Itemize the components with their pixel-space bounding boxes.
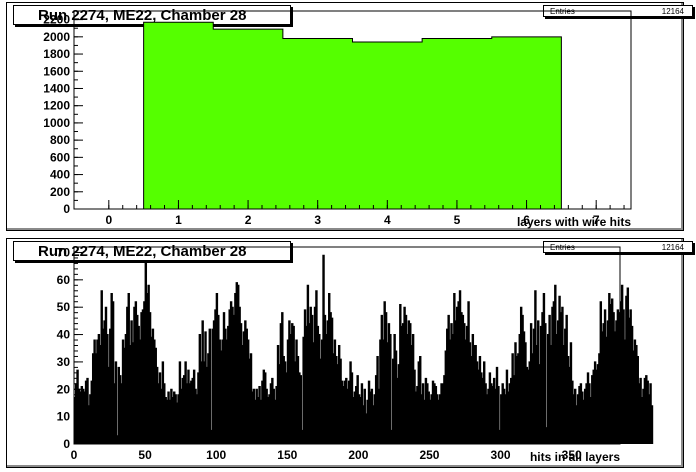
histogram-outline-1 [143,21,562,209]
stats-entries-value-2: 12164 [661,243,684,252]
x-tick-label-2: 150 [277,448,297,462]
y-tick-label-1: 200 [50,185,70,199]
y-tick-label-1: 1400 [43,81,70,95]
y-tick-label-1: 400 [50,168,70,182]
x-tick-label-1: 6 [523,213,530,227]
histogram-panel-hits: Run 2274, ME22, Chamber 28 Entries 12164… [6,238,693,468]
x-tick-label-2: 350 [562,448,582,462]
stats-entries-value-1: 12164 [661,7,684,16]
plot-frame-1 [73,10,632,210]
histogram-panel-layers: Run 2274, ME22, Chamber 28 Entries 12164… [6,2,693,231]
x-tick-label-1: 5 [454,213,461,227]
y-tick-label-2: 20 [57,382,71,396]
y-tick-label-1: 1200 [43,99,70,113]
x-tick-label-1: 0 [105,213,112,227]
x-tick-label-2: 200 [348,448,368,462]
x-tick-label-1: 2 [245,213,252,227]
x-tick-label-2: 0 [71,448,78,462]
y-tick-label-1: 2000 [43,30,70,44]
y-tick-label-2: 40 [57,328,71,342]
x-tick-label-1: 1 [175,213,182,227]
histogram-plot-hits: 0 10 20 30 40 50 60 70 0 50 100 150 200 250 300 350hits… [57,245,654,464]
x-tick-label-1: 3 [314,213,321,227]
y-tick-label-2: 10 [57,410,71,424]
y-tick-label-1: 0 [63,202,70,216]
histogram-fill-1 [143,22,562,209]
x-axis-title-1: layers with wire hits [517,215,631,229]
histogram-outline-2 [73,254,654,444]
y-tick-label-1: 600 [50,150,70,164]
x-tick-label-2: 50 [138,448,152,462]
x-tick-label-2: 250 [419,448,439,462]
y-tick-label-2: 60 [57,273,71,287]
y-tick-label-1: 2200 [43,13,70,27]
y-tick-label-2: 0 [63,437,70,451]
y-tick-label-2: 70 [57,245,71,259]
y-tick-label-2: 50 [57,300,71,314]
x-tick-label-1: 4 [384,213,391,227]
y-tick-label-1: 1000 [43,116,70,130]
histogram-fill-2 [74,255,653,444]
y-tick-label-1: 800 [50,133,70,147]
x-tick-label-1: 7 [593,213,600,227]
y-tick-label-2: 30 [57,355,71,369]
y-tick-label-1: 1800 [43,47,70,61]
histogram-plot-layers: 0 200 400 600 800 1000 1200 1400 1600 1800 2000 220… [43,10,632,229]
y-tick-label-1: 1600 [43,64,70,78]
x-tick-label-2: 300 [491,448,511,462]
x-axis-title-2: hits in all layers [530,450,620,464]
x-tick-label-2: 100 [206,448,226,462]
